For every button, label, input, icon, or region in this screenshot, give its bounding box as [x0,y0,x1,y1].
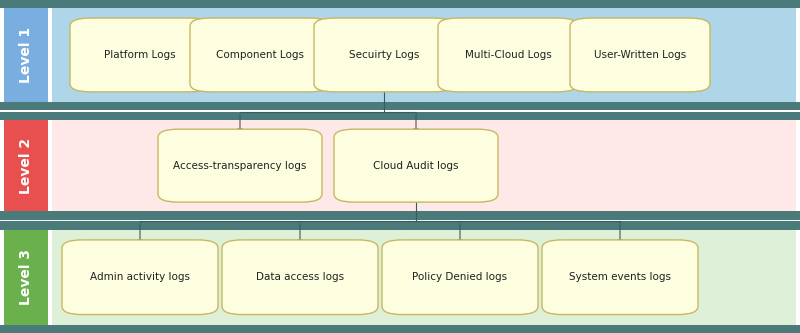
FancyBboxPatch shape [570,18,710,92]
FancyBboxPatch shape [382,240,538,315]
Text: Level 2: Level 2 [19,138,33,194]
FancyBboxPatch shape [62,240,218,315]
FancyBboxPatch shape [52,8,796,102]
FancyBboxPatch shape [438,18,578,92]
Text: Platform Logs: Platform Logs [104,50,176,60]
FancyBboxPatch shape [190,18,330,92]
FancyBboxPatch shape [222,240,378,315]
Text: Cloud Audit logs: Cloud Audit logs [374,161,458,171]
FancyBboxPatch shape [4,120,48,211]
Text: User-Written Logs: User-Written Logs [594,50,686,60]
Text: Policy Denied logs: Policy Denied logs [413,272,507,282]
Text: Access-transparency logs: Access-transparency logs [174,161,306,171]
FancyBboxPatch shape [4,8,48,102]
FancyBboxPatch shape [0,102,800,110]
FancyBboxPatch shape [52,230,796,325]
FancyBboxPatch shape [0,221,800,230]
FancyBboxPatch shape [0,211,800,220]
Text: Secuirty Logs: Secuirty Logs [349,50,419,60]
FancyBboxPatch shape [158,129,322,202]
Text: Component Logs: Component Logs [216,50,304,60]
FancyBboxPatch shape [314,18,454,92]
Text: Level 1: Level 1 [19,27,33,83]
FancyBboxPatch shape [0,112,800,120]
Text: Admin activity logs: Admin activity logs [90,272,190,282]
FancyBboxPatch shape [4,230,48,325]
FancyBboxPatch shape [0,325,800,333]
FancyBboxPatch shape [0,0,800,8]
FancyBboxPatch shape [334,129,498,202]
Text: System events logs: System events logs [569,272,671,282]
FancyBboxPatch shape [70,18,210,92]
FancyBboxPatch shape [52,120,796,211]
FancyBboxPatch shape [542,240,698,315]
Text: Level 3: Level 3 [19,249,33,305]
Text: Data access logs: Data access logs [256,272,344,282]
Text: Multi-Cloud Logs: Multi-Cloud Logs [465,50,551,60]
